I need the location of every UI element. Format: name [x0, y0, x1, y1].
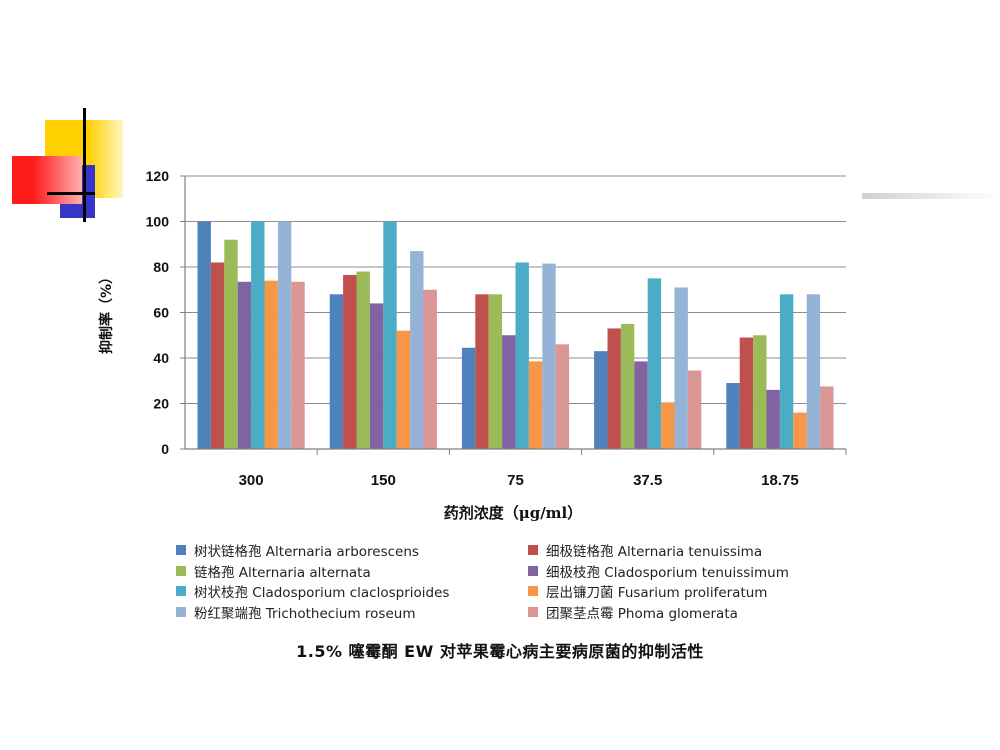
x-tick-label: 300 — [239, 472, 264, 489]
bar — [488, 294, 503, 449]
y-axis-title: 抑制率（%） — [98, 270, 115, 354]
chart-bars — [197, 221, 834, 449]
legend-item: 细极链格孢 Alternaria tenuissima — [528, 540, 762, 560]
bar — [793, 412, 807, 449]
legend-item: 链格孢 Alternaria alternata — [176, 561, 371, 581]
bar — [461, 347, 476, 449]
legend-swatch — [176, 565, 186, 576]
bar — [251, 221, 265, 449]
legend-label: 细极链格孢 Alternaria tenuissima — [546, 544, 763, 560]
bar — [766, 389, 780, 449]
y-tick-label: 20 — [153, 396, 169, 412]
bar — [383, 221, 397, 449]
bar — [753, 335, 767, 449]
y-tick-label: 0 — [161, 441, 169, 457]
legend-swatch — [176, 545, 186, 555]
x-axis-title: 药剂浓度（μg/ml） — [444, 504, 583, 522]
bar — [277, 221, 292, 449]
decorative-fade-bar — [862, 193, 1000, 199]
bar — [329, 294, 344, 449]
bar — [356, 271, 370, 449]
bar — [502, 335, 516, 449]
legend-label: 细极枝孢 Cladosporium tenuissimum — [546, 564, 789, 581]
x-tick-label: 150 — [371, 472, 396, 489]
bar — [726, 383, 740, 449]
y-tick-label: 40 — [153, 350, 169, 366]
legend-label: 粉红聚端孢 Trichothecium roseum — [194, 605, 416, 622]
bar — [674, 287, 688, 449]
legend-swatch — [528, 606, 538, 617]
bar — [210, 262, 225, 449]
legend-label: 树状枝孢 Cladosporium claclosprioides — [194, 585, 450, 601]
bar — [423, 289, 437, 449]
y-tick-label: 100 — [146, 214, 170, 230]
decorative-vertical-line — [83, 108, 86, 222]
bar — [555, 344, 570, 449]
legend-label: 树状链格孢 Alternaria arborescens — [194, 544, 419, 560]
legend-swatch — [528, 545, 538, 555]
bar — [820, 386, 834, 449]
legend-item: 树状枝孢 Cladosporium claclosprioides — [176, 581, 449, 601]
bar — [515, 262, 529, 449]
bar — [237, 281, 252, 449]
bar — [739, 337, 754, 449]
bar — [806, 294, 821, 449]
bar — [475, 294, 489, 449]
legend-label: 链格孢 Alternaria alternata — [194, 564, 371, 581]
bar — [369, 303, 384, 449]
legend-swatch — [528, 565, 538, 576]
bar — [197, 221, 211, 449]
bar — [396, 330, 411, 449]
bar — [528, 361, 543, 449]
decorative-horizontal-line — [47, 192, 95, 195]
bar — [634, 361, 648, 449]
bar — [542, 263, 556, 449]
legend-item: 层出镰刀菌 Fusarium proliferatum — [528, 581, 767, 601]
legend-swatch — [176, 586, 186, 596]
x-tick-label: 75 — [507, 472, 524, 489]
legend-item: 团聚茎点霉 Phoma glomerata — [528, 602, 738, 622]
x-tick-label: 37.5 — [633, 472, 662, 489]
bar — [410, 251, 424, 449]
legend-label: 层出镰刀菌 Fusarium proliferatum — [546, 585, 768, 601]
bar — [264, 280, 278, 449]
bar — [343, 274, 357, 449]
legend-item: 粉红聚端孢 Trichothecium roseum — [176, 602, 415, 622]
decorative-red-square — [12, 156, 82, 204]
bar — [594, 351, 608, 449]
bar — [779, 294, 794, 449]
bar — [661, 402, 675, 449]
y-tick-label: 120 — [146, 168, 170, 184]
bar — [687, 370, 702, 449]
legend-item: 细极枝孢 Cladosporium tenuissimum — [528, 561, 789, 581]
legend-label: 团聚茎点霉 Phoma glomerata — [546, 605, 738, 622]
bar — [224, 239, 238, 449]
legend-item: 树状链格孢 Alternaria arborescens — [176, 540, 419, 560]
x-tick-label: 18.75 — [761, 472, 799, 489]
bar — [647, 278, 662, 449]
legend-swatch — [176, 606, 186, 617]
bar — [620, 323, 635, 449]
chart-axes — [180, 175, 847, 455]
bar — [607, 328, 621, 449]
bar — [291, 281, 305, 449]
y-tick-label: 60 — [153, 305, 169, 321]
chart-legend: 树状链格孢 Alternaria arborescens 细极链格孢 Altern… — [176, 540, 896, 624]
figure-caption: 1.5% 噻霉酮 EW 对苹果霉心病主要病原菌的抑制活性 — [296, 642, 704, 661]
y-tick-label: 80 — [153, 259, 169, 275]
chart-labels: 0 20 40 60 80 100 120 300 150 75 37.5 18.75 — [146, 168, 799, 489]
legend-swatch — [528, 586, 538, 596]
